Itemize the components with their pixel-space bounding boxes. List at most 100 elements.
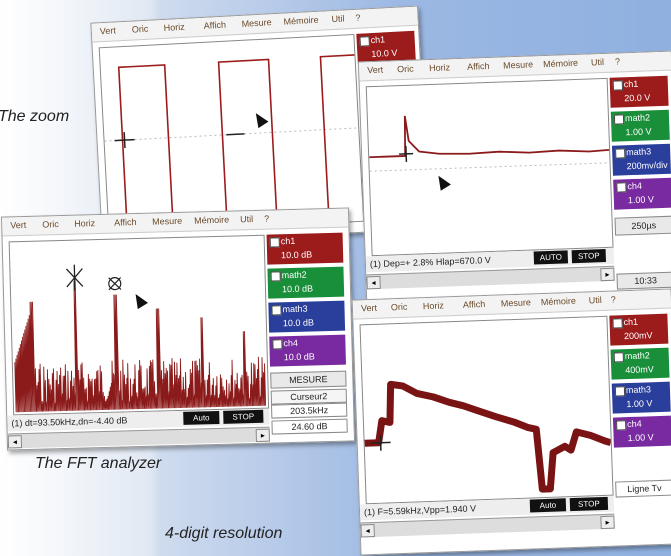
channel-checkbox[interactable] xyxy=(271,305,281,315)
cursor-db-readout: 24.60 dB xyxy=(271,419,347,435)
channel-value: 200mV xyxy=(624,330,653,341)
auto-button[interactable]: Auto xyxy=(183,411,219,425)
channel-ch1-box[interactable]: ch1 20.0 V xyxy=(610,76,669,108)
menu-mesure[interactable]: Mesure xyxy=(241,17,272,29)
menu-memoire[interactable]: Mémoire xyxy=(194,214,229,225)
menu-mesure[interactable]: Mesure xyxy=(503,59,533,70)
fft-side-panel: ch1 10.0 dB math2 10.0 dB math3 10.0 dB … xyxy=(267,233,348,435)
channel-math2-box[interactable]: math2 1.00 V xyxy=(611,110,670,142)
channel-checkbox[interactable] xyxy=(359,36,370,47)
trigger-source-label[interactable]: Ligne Tv xyxy=(615,480,671,498)
menu-oric[interactable]: Oric xyxy=(391,302,408,313)
auto-button[interactable]: Auto xyxy=(530,498,566,512)
menu-horiz[interactable]: Horiz xyxy=(74,218,95,229)
zoom-plot-area[interactable] xyxy=(99,34,364,235)
channel-name: ch4 xyxy=(627,419,642,430)
channel-math3-box[interactable]: math3 10.0 dB xyxy=(268,301,345,333)
channel-checkbox[interactable] xyxy=(612,318,622,328)
channel-checkbox[interactable] xyxy=(616,420,626,430)
channel-value: 1.00 V xyxy=(626,398,652,409)
channel-checkbox[interactable] xyxy=(270,237,280,247)
menu-util[interactable]: Util xyxy=(240,214,253,224)
menu-mesure[interactable]: Mesure xyxy=(501,297,531,308)
dc-trace xyxy=(368,109,609,159)
channel-checkbox[interactable] xyxy=(616,182,626,192)
menu-memoire[interactable]: Mémoire xyxy=(541,296,576,308)
menu-help[interactable]: ? xyxy=(611,294,616,304)
timebase-box[interactable]: 250µs xyxy=(614,216,671,236)
menu-memoire[interactable]: Mémoire xyxy=(543,58,578,70)
channel-math3-box[interactable]: math3 200mv/div xyxy=(612,144,671,176)
menu-util[interactable]: Util xyxy=(591,57,604,68)
fft-caption: The FFT analyzer xyxy=(35,455,161,473)
channel-checkbox[interactable] xyxy=(614,114,624,124)
dc-scope-window: Vert Oric Horiz Affich Mesure Mémoire Ut… xyxy=(358,51,671,304)
channel-value: 400mV xyxy=(625,364,654,375)
stop-button[interactable]: STOP xyxy=(572,249,606,263)
menu-oric[interactable]: Oric xyxy=(397,64,414,75)
channel-math2-box[interactable]: math2 400mV xyxy=(611,348,670,380)
channel-ch4-box[interactable]: ch4 1.00 V xyxy=(613,416,671,448)
fft-plot-area[interactable] xyxy=(9,235,269,416)
dc-trace-svg xyxy=(367,79,613,255)
auto-button[interactable]: AUTO xyxy=(534,250,568,264)
channel-checkbox[interactable] xyxy=(615,148,625,158)
menu-help[interactable]: ? xyxy=(264,214,269,224)
resolution-plot-area[interactable] xyxy=(359,316,613,505)
channel-checkbox[interactable] xyxy=(614,352,624,362)
channel-math3-box[interactable]: math3 1.00 V xyxy=(612,382,671,414)
channel-value: 200mv/div xyxy=(627,160,668,171)
menu-affich[interactable]: Affich xyxy=(467,61,490,72)
menu-affich[interactable]: Affich xyxy=(203,20,226,31)
menu-vert[interactable]: Vert xyxy=(361,303,377,314)
menu-help[interactable]: ? xyxy=(355,13,361,23)
menu-vert[interactable]: Vert xyxy=(367,65,383,76)
channel-name: math3 xyxy=(626,146,651,157)
fft-cursor1-marker xyxy=(66,264,83,290)
scroll-right-icon[interactable]: ▸ xyxy=(600,516,614,529)
channel-ch1-box[interactable]: ch1 200mV xyxy=(609,314,668,346)
channel-checkbox[interactable] xyxy=(615,386,625,396)
menu-util[interactable]: Util xyxy=(589,295,602,306)
menu-vert[interactable]: Vert xyxy=(10,220,26,231)
scroll-right-icon[interactable]: ▸ xyxy=(600,268,614,281)
channel-name: ch4 xyxy=(283,338,298,348)
scroll-left-icon[interactable]: ◂ xyxy=(366,276,380,289)
menu-mesure[interactable]: Mesure xyxy=(152,216,182,227)
zoom-caption: The zoom xyxy=(0,108,69,126)
measure-panel-label[interactable]: MESURE xyxy=(270,371,346,389)
stop-button[interactable]: STOP xyxy=(570,497,608,511)
menu-util[interactable]: Util xyxy=(331,13,345,24)
stop-button[interactable]: STOP xyxy=(223,410,263,424)
channel-ch4-box[interactable]: ch4 10.0 dB xyxy=(269,335,346,367)
scroll-left-icon[interactable]: ◂ xyxy=(8,435,22,448)
channel-checkbox[interactable] xyxy=(271,271,281,281)
channel-name: ch4 xyxy=(627,181,642,192)
fft-spectrum-svg xyxy=(10,236,268,415)
channel-checkbox[interactable] xyxy=(272,339,282,349)
dc-plot-area[interactable] xyxy=(366,78,614,256)
scroll-left-icon[interactable]: ◂ xyxy=(360,524,374,537)
channel-value: 20.0 V xyxy=(624,92,650,103)
measure-readout: (1) F=5.59kHz,Vpp=1.940 V xyxy=(364,503,476,517)
menu-affich[interactable]: Affich xyxy=(463,299,486,310)
menu-bar: Vert Oric Horiz Affich Mesure Mémoire Ut… xyxy=(2,209,348,237)
channel-name: math3 xyxy=(626,384,651,395)
menu-affich[interactable]: Affich xyxy=(114,217,137,228)
menu-help[interactable]: ? xyxy=(615,56,620,66)
channel-name: math3 xyxy=(282,304,307,315)
menu-oric[interactable]: Oric xyxy=(42,219,59,230)
menu-horiz[interactable]: Horiz xyxy=(429,62,450,73)
menu-oric[interactable]: Oric xyxy=(131,24,148,35)
channel-checkbox[interactable] xyxy=(613,80,623,90)
resolution-scope-window: Vert Oric Horiz Affich Mesure Mémoire Ut… xyxy=(352,288,671,555)
menu-vert[interactable]: Vert xyxy=(100,25,117,36)
channel-math2-box[interactable]: math2 10.0 dB xyxy=(267,267,344,299)
channel-value: 1.00 V xyxy=(628,194,654,205)
channel-ch1-box[interactable]: ch1 10.0 dB xyxy=(267,233,344,265)
channel-ch4-box[interactable]: ch4 1.00 V xyxy=(613,178,671,210)
menu-horiz[interactable]: Horiz xyxy=(163,22,185,33)
menu-memoire[interactable]: Mémoire xyxy=(283,15,319,27)
menu-horiz[interactable]: Horiz xyxy=(423,300,444,311)
scroll-right-icon[interactable]: ▸ xyxy=(256,429,270,442)
